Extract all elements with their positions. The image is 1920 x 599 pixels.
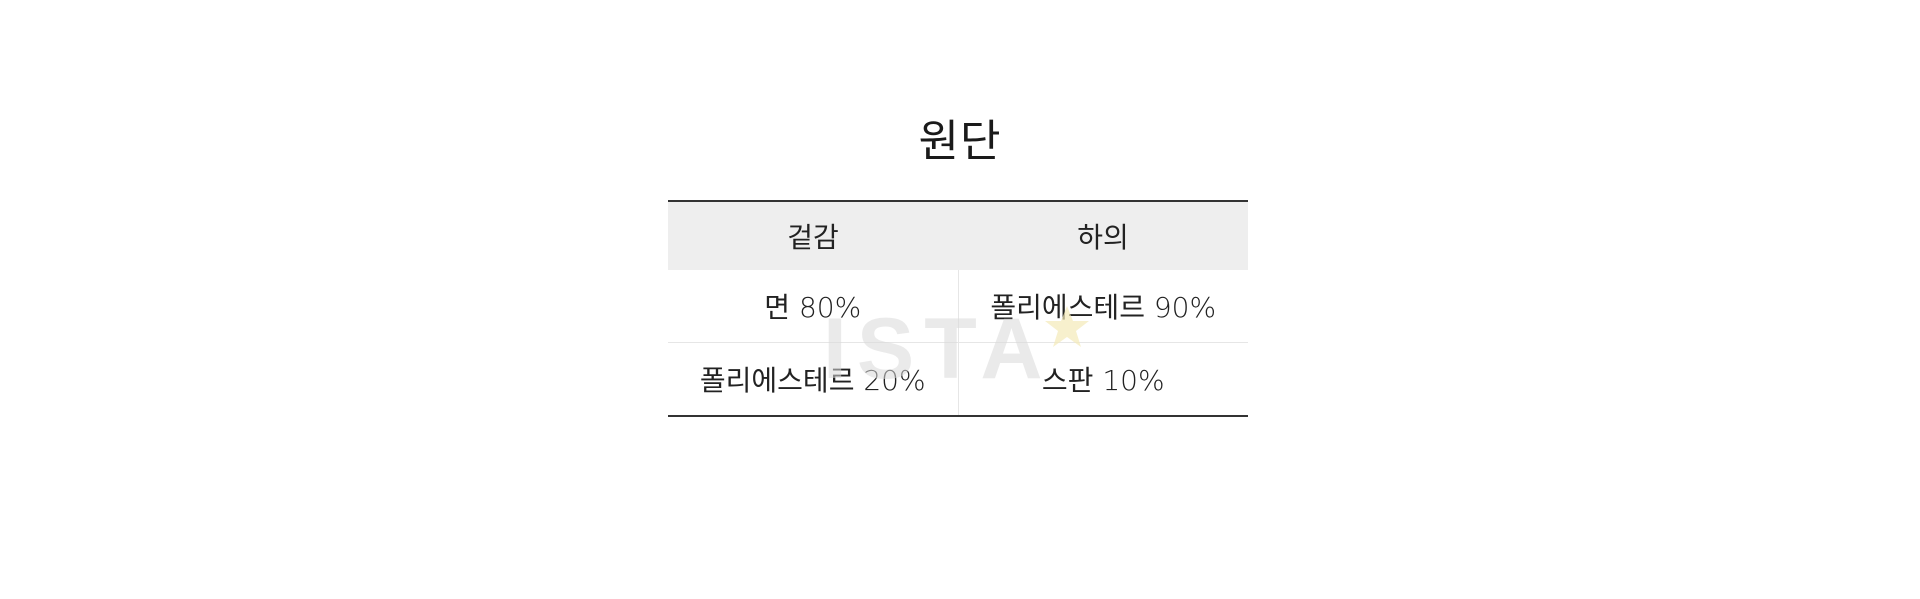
- table-header-row: 겉감 하의: [668, 201, 1248, 270]
- table-cell: 폴리에스테르 20%: [668, 342, 959, 417]
- table-row: 면 80% 폴리에스테르 90%: [668, 270, 1248, 343]
- table-cell: 면 80%: [668, 270, 959, 343]
- section-title: 원단: [918, 116, 1002, 167]
- header-outer-fabric: 겉감: [787, 221, 839, 254]
- table-row: 폴리에스테르 20% 스판 10%: [668, 342, 1248, 417]
- fabric-table: 겉감 하의 면 80% 폴리에스테르 90% 폴리에스테르 20% 스판 10%: [668, 200, 1248, 417]
- table-cell: 스판 10%: [958, 342, 1248, 417]
- table-cell: 폴리에스테르 90%: [958, 270, 1248, 343]
- header-bottoms: 하의: [1077, 221, 1129, 254]
